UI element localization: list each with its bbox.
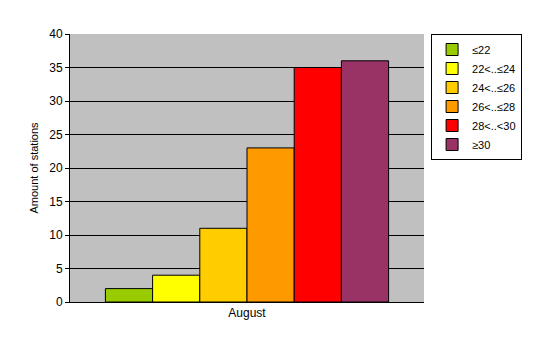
svg-text:28<..<30: 28<..<30	[472, 120, 515, 132]
svg-text:≥30: ≥30	[472, 139, 490, 151]
svg-text:August: August	[228, 306, 266, 320]
svg-text:10: 10	[49, 228, 63, 242]
svg-text:20: 20	[49, 161, 63, 175]
svg-text:≤22: ≤22	[472, 44, 490, 56]
svg-text:25: 25	[49, 128, 63, 142]
svg-text:0: 0	[56, 295, 63, 309]
svg-text:15: 15	[49, 195, 63, 209]
svg-text:24<..≤26: 24<..≤26	[472, 82, 515, 94]
svg-text:30: 30	[49, 94, 63, 108]
svg-text:26<..≤28: 26<..≤28	[472, 101, 515, 113]
svg-text:Amount of stations: Amount of stations	[28, 122, 40, 214]
svg-text:5: 5	[56, 262, 63, 276]
svg-text:22<..≤24: 22<..≤24	[472, 63, 515, 75]
svg-text:35: 35	[49, 61, 63, 75]
svg-text:40: 40	[49, 27, 63, 41]
